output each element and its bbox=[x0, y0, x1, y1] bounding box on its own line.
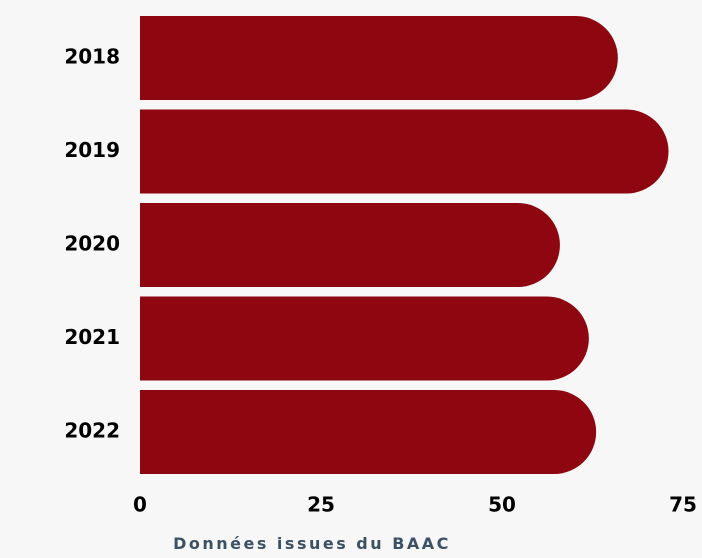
bar-2021 bbox=[140, 296, 589, 381]
x-tick-label-25: 25 bbox=[307, 493, 335, 517]
bar-2018 bbox=[140, 16, 618, 100]
bar-2019 bbox=[140, 109, 669, 194]
category-label-2021: 2021 bbox=[64, 325, 120, 349]
bar-2020 bbox=[140, 203, 560, 287]
x-tick-label-50: 50 bbox=[488, 493, 516, 517]
x-tick-label-75: 75 bbox=[669, 493, 697, 517]
x-tick-label-0: 0 bbox=[133, 493, 147, 517]
category-label-2020: 2020 bbox=[64, 232, 120, 256]
category-label-2018: 2018 bbox=[64, 45, 120, 69]
source-caption: Données issues du BAAC bbox=[173, 534, 451, 553]
category-label-2022: 2022 bbox=[64, 419, 120, 443]
bar-2022 bbox=[140, 390, 597, 474]
category-label-2019: 2019 bbox=[64, 138, 120, 162]
